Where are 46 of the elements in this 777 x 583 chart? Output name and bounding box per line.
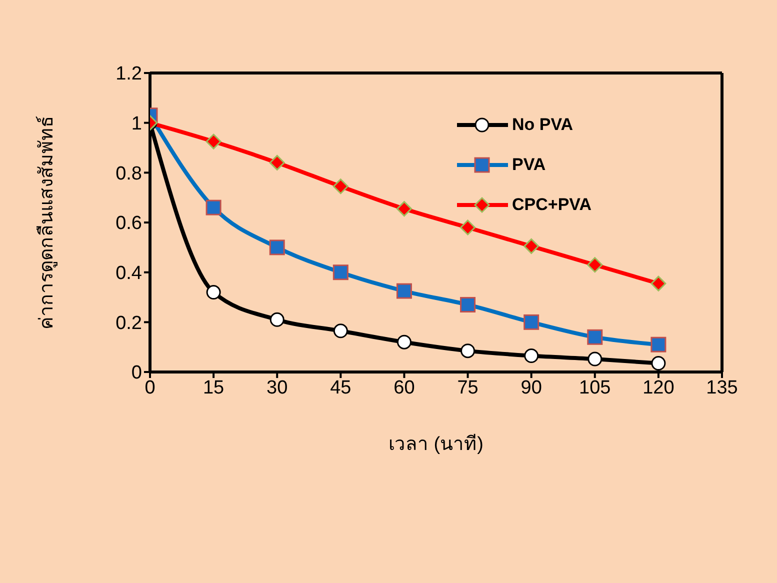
point <box>650 336 666 352</box>
point <box>524 238 540 254</box>
y-tick-label: 0.8 <box>116 163 142 184</box>
x-tick-label: 15 <box>202 377 224 398</box>
x-tick-label: 75 <box>457 377 478 398</box>
point <box>269 240 285 256</box>
point <box>460 344 476 358</box>
y-axis-title: ค่าการดูดกลืนแสงสัมพัทธ์ <box>36 116 58 330</box>
point <box>588 352 602 366</box>
point <box>524 348 539 364</box>
y-tick-label: 0.2 <box>116 312 142 334</box>
point <box>332 264 348 280</box>
x-tick-label: 105 <box>579 377 611 398</box>
y-tick-label: 1.2 <box>116 64 142 85</box>
point <box>396 334 412 350</box>
x-tick-label: 135 <box>706 377 738 398</box>
y-tick-label: 0.4 <box>116 263 142 284</box>
point <box>460 296 476 312</box>
point <box>460 220 476 236</box>
point <box>206 200 222 216</box>
x-axis-title: เวลา (นาที) <box>388 433 484 455</box>
x-tick-label: 120 <box>642 377 674 398</box>
point <box>587 329 603 345</box>
point <box>587 257 603 273</box>
point <box>206 285 221 300</box>
y-tick-label: 1 <box>131 114 142 135</box>
point <box>332 178 348 194</box>
y-tick-label: 0 <box>131 362 142 384</box>
point <box>206 134 222 150</box>
x-tick-label: 0 <box>144 377 156 398</box>
y-tick-label: 0.6 <box>116 213 142 234</box>
x-tick-label: 45 <box>330 377 352 398</box>
x-tick-label: 30 <box>266 377 288 398</box>
point <box>651 356 666 371</box>
legend-label: PVA <box>512 155 546 175</box>
point <box>524 314 540 330</box>
point <box>270 312 284 327</box>
point <box>269 154 285 170</box>
point <box>333 324 348 338</box>
point <box>396 283 412 299</box>
legend-label: No PVA <box>512 115 574 135</box>
x-tick-label: 60 <box>394 377 415 398</box>
legend-label: CPC+PVA <box>512 195 592 215</box>
point <box>396 201 412 217</box>
point <box>650 276 666 292</box>
x-tick-label: 90 <box>520 377 542 398</box>
